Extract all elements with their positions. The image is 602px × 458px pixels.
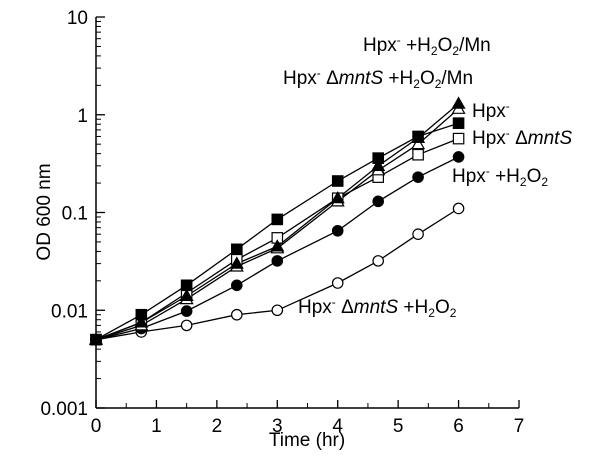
data-point-filled-circle [271, 255, 284, 267]
y-axis-title: OD 600 nm [34, 163, 55, 260]
x-tick-label: 0 [91, 416, 102, 437]
data-point-open-circle [331, 277, 344, 289]
series-markers [88, 96, 466, 346]
data-point-filled-square [230, 243, 243, 256]
y-tick-label: 0.001 [40, 399, 88, 420]
data-point-open-circle [271, 304, 284, 317]
axes: 0.001 0.01 0.1 1 10 0 1 2 3 4 5 6 7 [40, 8, 524, 437]
data-point-filled-square [452, 117, 465, 129]
data-point-filled-triangle [270, 239, 285, 252]
data-point-filled-circle [331, 224, 344, 237]
y-tick-label: 0.01 [51, 301, 88, 322]
data-point-open-circle [452, 202, 465, 215]
data-point-open-square [452, 132, 465, 145]
data-point-filled-triangle [451, 96, 466, 109]
x-axis-title: Time (hr) [269, 430, 345, 451]
data-point-open-circle [180, 319, 193, 332]
data-point-filled-square [90, 333, 102, 346]
data-point-filled-circle [412, 171, 424, 183]
series-label-filled-circle: Hpx- +H2O2 [452, 164, 548, 189]
x-tick-label: 4 [332, 416, 343, 437]
data-point-filled-triangle [179, 288, 194, 302]
data-point-filled-circle [230, 279, 243, 292]
x-tick-label: 2 [212, 416, 223, 437]
data-point-filled-square [135, 308, 148, 321]
data-point-filled-circle [372, 195, 385, 208]
data-point-filled-triangle [371, 158, 386, 171]
y-tick-label: 1 [77, 106, 88, 127]
series-label-open-triangle: Hpx- ΔmntS +H2O2/Mn [283, 66, 473, 91]
series-label-open-circle: Hpx- ΔmntS +H2O2 [298, 295, 457, 320]
data-point-filled-square [412, 130, 424, 143]
data-point-open-square [412, 148, 424, 161]
x-tick-label: 6 [453, 416, 464, 437]
data-point-open-circle [412, 228, 424, 240]
data-point-filled-triangle [229, 256, 244, 269]
x-tick-label: 3 [272, 416, 283, 437]
series-label-filled-square: Hpx- [472, 99, 510, 122]
data-point-open-triangle [411, 136, 426, 150]
data-point-filled-triangle [134, 315, 149, 328]
series-labels: Hpx- Hpx- +H2O2/Mn Hpx- ΔmntS +H2O2/Mn Hpx-… [283, 33, 572, 320]
data-point-filled-square [331, 175, 344, 187]
series-label-open-square: Hpx- ΔmntS [472, 126, 572, 149]
data-point-filled-triangle [330, 191, 345, 204]
y-tick-label: 10 [67, 8, 88, 29]
data-point-filled-circle [180, 305, 193, 317]
data-point-filled-circle [452, 151, 465, 163]
series-label-filled-triangle: Hpx- +H2O2/Mn [363, 33, 491, 58]
data-point-filled-square [372, 152, 385, 164]
data-point-filled-square [271, 213, 284, 226]
x-tick-label: 5 [393, 416, 404, 437]
y-tick-label: 0.1 [62, 204, 88, 225]
data-point-open-circle [372, 255, 385, 267]
data-point-open-circle [230, 308, 243, 321]
x-tick-label: 1 [151, 416, 162, 437]
x-tick-label: 7 [514, 416, 525, 437]
data-point-filled-square [180, 279, 193, 292]
